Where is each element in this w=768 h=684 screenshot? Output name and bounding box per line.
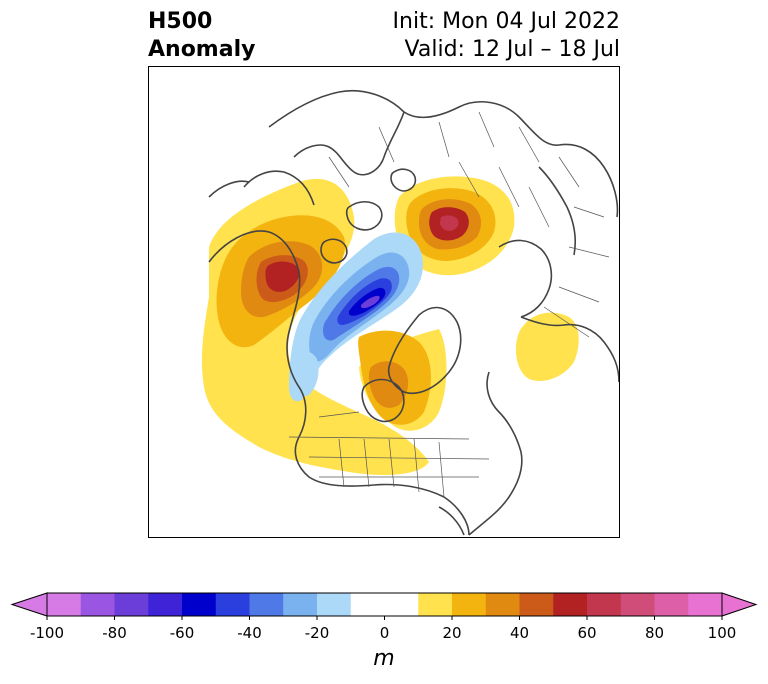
country-borders <box>288 111 610 498</box>
colorbar-tick-label: -20 <box>304 624 330 642</box>
colorbar-tick-label: -80 <box>102 624 127 642</box>
colorbar-cell <box>350 593 385 616</box>
colorbar-cell <box>114 593 149 616</box>
valid-period: Valid: 12 Jul – 18 Jul <box>404 37 620 62</box>
colorbar-cell <box>587 593 622 616</box>
colorbar-tick-label: -60 <box>169 624 195 642</box>
colorbar-cell <box>249 593 284 616</box>
colorbar-cell <box>452 593 487 616</box>
colorbar-tick-label: -40 <box>237 624 262 642</box>
colorbar-cell <box>553 593 588 616</box>
colorbar-tick-label: 20 <box>442 624 462 642</box>
colorbar-tick-label: 40 <box>509 624 530 642</box>
colorbar <box>10 592 758 620</box>
colorbar-cell <box>283 593 318 616</box>
colorbar-extend-max <box>721 592 758 617</box>
colorbar-tick-label: 0 <box>379 624 390 642</box>
colorbar-cell <box>688 593 723 616</box>
colorbar-cell <box>215 593 250 616</box>
colorbar-unit-label: m <box>373 646 395 671</box>
colorbar-cell <box>148 593 183 616</box>
anomaly-shading <box>201 176 579 475</box>
coastlines <box>208 89 619 536</box>
colorbar-cell <box>654 593 689 616</box>
colorbar-cell <box>80 593 115 616</box>
colorbar-cell <box>519 593 554 616</box>
colorbar-cell <box>317 593 352 616</box>
colorbar-tick-label: -100 <box>29 624 65 642</box>
colorbar-tick-label: 100 <box>707 624 737 642</box>
colorbar-tick-label: 60 <box>577 624 597 642</box>
colorbar-cell <box>418 593 453 616</box>
anomaly-map <box>148 66 620 538</box>
title-right: Init: Mon 04 Jul 2022 Valid: 12 Jul – 18… <box>393 8 620 64</box>
colorbar-cell <box>485 593 520 616</box>
map-canvas <box>201 89 619 536</box>
field-name: H500 <box>148 9 213 34</box>
colorbar-cell <box>620 593 655 616</box>
positive-anomaly-europe <box>515 312 579 382</box>
field-type: Anomaly <box>148 37 256 62</box>
colorbar-cell <box>384 593 419 616</box>
colorbar-extend-min <box>10 592 48 617</box>
init-time: Init: Mon 04 Jul 2022 <box>392 9 620 34</box>
colorbar-tick-label: 80 <box>644 624 665 642</box>
colorbar-cell <box>47 593 82 616</box>
title-left: H500 Anomaly <box>148 8 255 64</box>
colorbar-cell <box>182 593 217 616</box>
